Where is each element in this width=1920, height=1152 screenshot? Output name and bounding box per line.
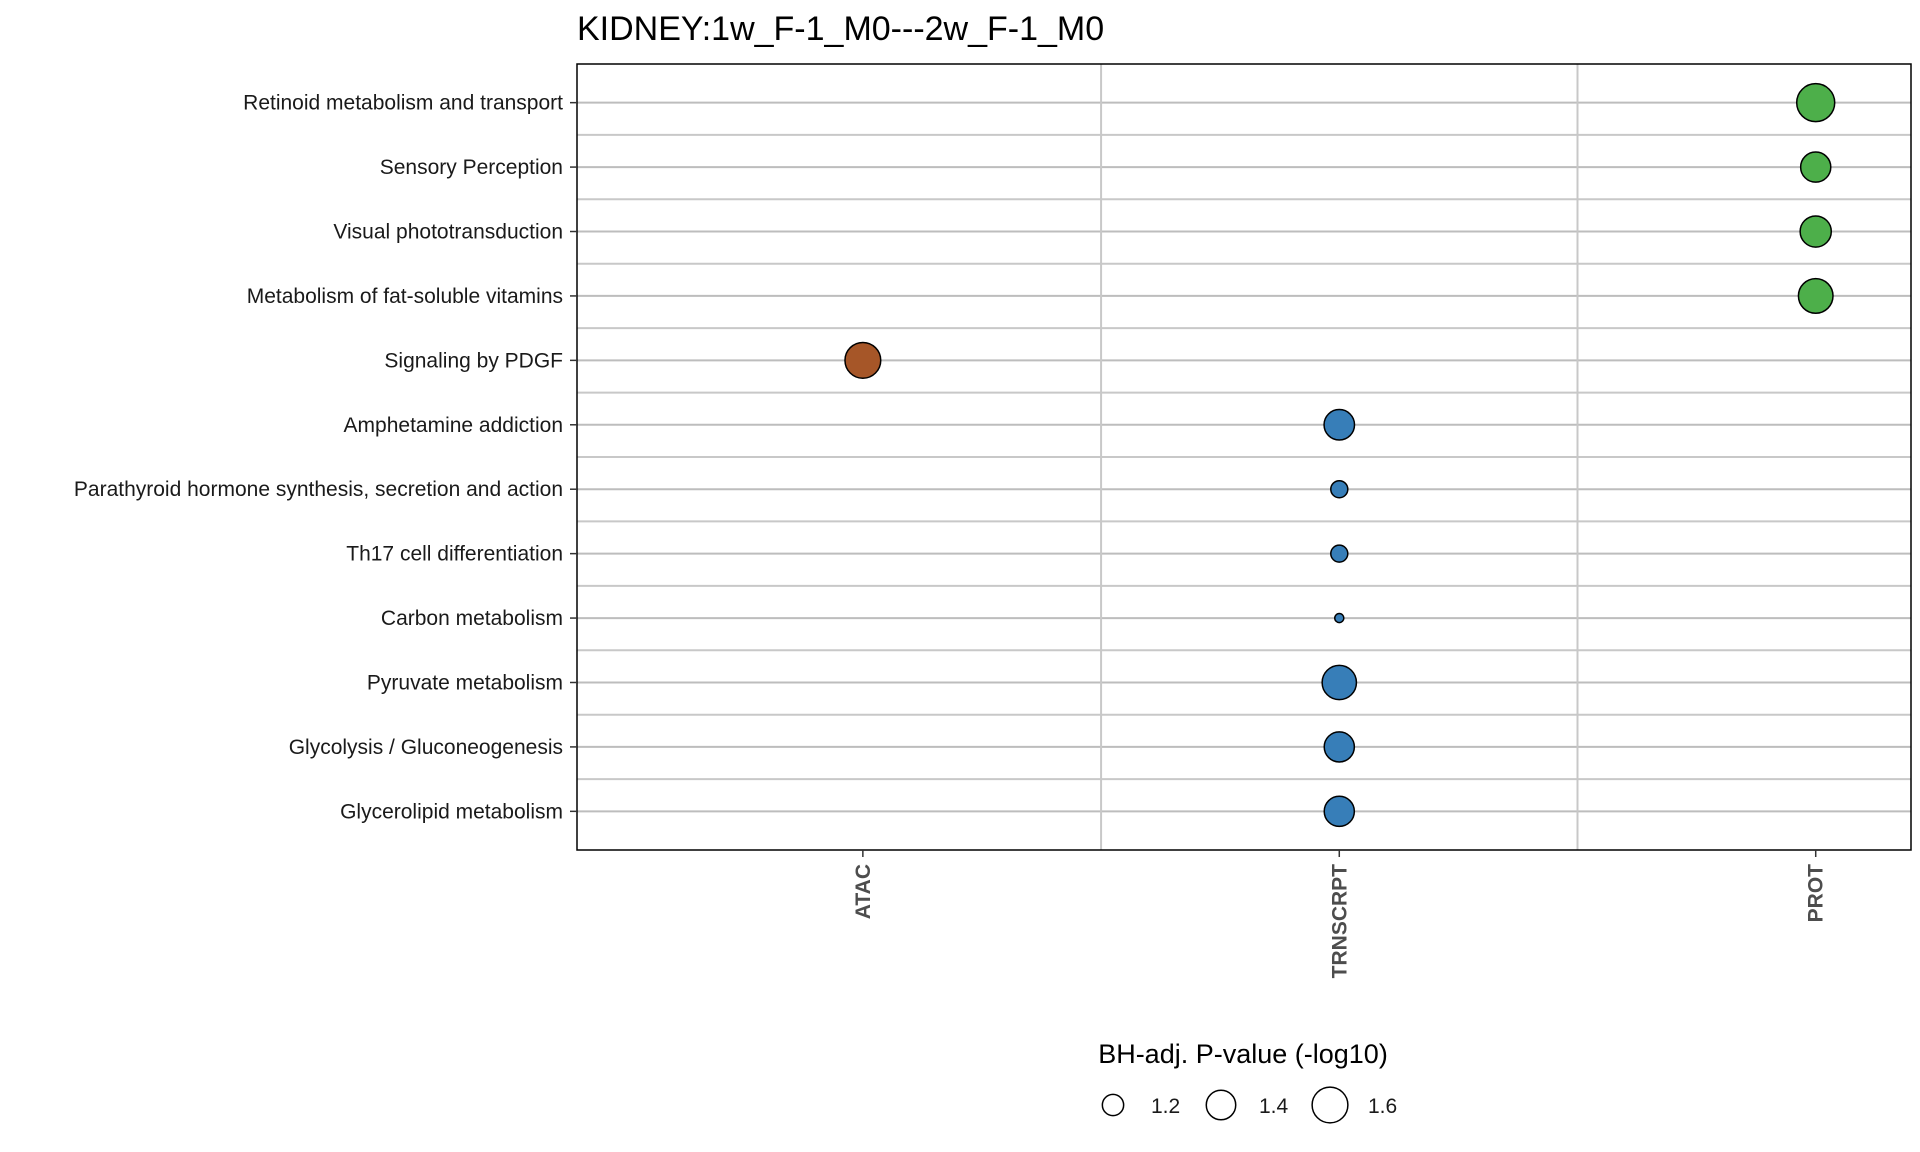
data-point — [1330, 479, 1349, 499]
plot-panel — [576, 63, 1912, 851]
x-tick-label: TRNSCRPT — [1328, 864, 1351, 979]
x-tick-label: ATAC — [852, 864, 875, 919]
data-point — [1799, 215, 1833, 248]
y-tick-label: Sensory Perception — [380, 156, 563, 179]
legend-label: 1.4 — [1259, 1095, 1289, 1118]
x-axis: ATAC TRNSCRPT PROT — [852, 850, 1828, 978]
legend-label: 1.6 — [1368, 1095, 1397, 1118]
data-point — [1797, 277, 1834, 314]
legend-title: BH-adj. P-value (-log10) — [1098, 1039, 1388, 1069]
legend-key — [1311, 1086, 1349, 1124]
y-tick-label: Th17 cell differentiation — [346, 543, 563, 566]
y-tick-label: Retinoid metabolism and transport — [243, 92, 563, 115]
y-tick-label: Glycerolipid metabolism — [340, 800, 563, 823]
grid — [577, 64, 1911, 850]
x-tick-label: PROT — [1805, 864, 1828, 923]
legend-label: 1.2 — [1151, 1095, 1180, 1118]
legend-key — [1101, 1093, 1125, 1117]
data-point — [1330, 544, 1349, 563]
y-tick-label: Signaling by PDGF — [384, 349, 563, 372]
data-point — [1321, 664, 1358, 701]
y-tick-label: Glycolysis / Gluconeogenesis — [289, 736, 563, 759]
data-points — [844, 82, 1836, 828]
legend-key — [1205, 1089, 1237, 1121]
y-tick-label: Parathyroid hormone synthesis, secretion… — [74, 478, 563, 501]
data-point — [1323, 408, 1356, 441]
data-point — [1799, 151, 1832, 183]
y-tick-label: Pyruvate metabolism — [367, 671, 563, 694]
y-tick-label: Carbon metabolism — [381, 607, 563, 630]
y-tick-label: Visual phototransduction — [333, 221, 563, 244]
y-tick-label: Amphetamine addiction — [344, 414, 563, 437]
data-point — [1323, 795, 1356, 828]
data-point — [1323, 731, 1356, 763]
y-tick-label: Metabolism of fat-soluble vitamins — [247, 285, 563, 308]
y-axis: Retinoid metabolism and transport Sensory… — [74, 92, 577, 823]
data-point — [844, 341, 882, 379]
data-point — [1795, 82, 1836, 123]
size-legend: BH-adj. P-value (-log10) 1.2 1.4 1.6 — [1098, 1039, 1397, 1124]
data-point — [1333, 612, 1345, 624]
chart-title: KIDNEY:1w_F-1_M0---2w_F-1_M0 — [577, 10, 1104, 48]
